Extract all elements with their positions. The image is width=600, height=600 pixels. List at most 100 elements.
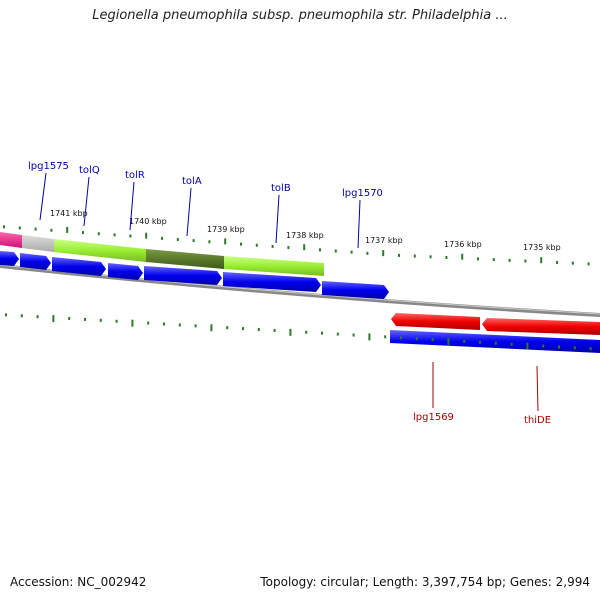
- gene-arrow[interactable]: [223, 272, 321, 292]
- gene-label[interactable]: tolR: [125, 170, 145, 181]
- tick-mark: [287, 246, 290, 250]
- tick-mark: [415, 337, 418, 341]
- tick-marks-top: [3, 225, 590, 266]
- tick-mark: [194, 324, 197, 328]
- tick-mark: [350, 250, 353, 254]
- tick-mark: [82, 231, 84, 235]
- cog-segment: [0, 232, 22, 248]
- gene-arrow[interactable]: [390, 330, 600, 353]
- gene-label[interactable]: tolQ: [79, 165, 100, 176]
- tick-mark: [573, 346, 576, 350]
- gene-label[interactable]: thiDE: [524, 415, 551, 426]
- tick-mark: [84, 317, 86, 321]
- tick-mark: [97, 232, 100, 236]
- tick-mark: [447, 338, 450, 346]
- gene-arrow[interactable]: [322, 281, 389, 299]
- tick-mark: [34, 227, 37, 231]
- tick-mark: [242, 327, 244, 331]
- tick-mark: [336, 332, 339, 336]
- tick-mark: [587, 262, 590, 266]
- tick-mark: [289, 328, 292, 336]
- tick-mark: [508, 258, 511, 262]
- gene-leader-line: [186, 187, 192, 237]
- tick-mark: [161, 236, 163, 240]
- tick-mark: [400, 336, 402, 340]
- tick-mark: [192, 239, 195, 243]
- gene-leader-line: [39, 172, 47, 221]
- gene-label[interactable]: tolB: [271, 183, 291, 194]
- tick-mark: [68, 317, 71, 321]
- tick-mark: [18, 226, 21, 230]
- tick-mark: [429, 255, 432, 259]
- gene-arrow[interactable]: [108, 263, 143, 280]
- gene-label[interactable]: tolA: [182, 176, 202, 187]
- tick-mark: [510, 342, 513, 346]
- tick-mark: [382, 250, 385, 257]
- gene-arrow[interactable]: [20, 253, 51, 270]
- gene-label[interactable]: lpg1570: [342, 188, 383, 199]
- tick-mark: [413, 254, 416, 258]
- tick-mark: [319, 248, 321, 252]
- tick-mark: [129, 234, 132, 238]
- tick-mark: [305, 330, 308, 334]
- tick-marks-bottom: [5, 313, 592, 351]
- gene-labels-top: lpg1575 tolQ tolR tolA tolB lpg1570: [28, 161, 383, 249]
- tick-mark: [131, 319, 134, 327]
- tick-mark: [147, 321, 150, 325]
- tick-mark: [99, 318, 102, 322]
- tick-mark: [461, 253, 464, 260]
- cog-segment: [146, 249, 224, 269]
- tick-mark: [398, 253, 400, 257]
- tick-mark: [271, 244, 274, 248]
- forward-genes: [0, 251, 600, 353]
- cog-segment: [22, 235, 54, 252]
- tick-mark: [571, 261, 574, 265]
- tick-mark: [50, 228, 53, 232]
- map-title: Legionella pneumophila subsp. pneumophil…: [92, 8, 508, 23]
- tick-mark: [368, 333, 371, 341]
- genome-summary-text: Topology: circular; Length: 3,397,754 bp…: [260, 575, 590, 589]
- tick-mark: [3, 225, 5, 229]
- tick-mark: [321, 331, 323, 335]
- gene-arrow[interactable]: [52, 257, 106, 276]
- tick-mark: [479, 340, 481, 344]
- tick-labels: 1741 kbp 1740 kbp 1739 kbp 1738 kbp 1737 kbp…: [50, 209, 561, 252]
- gene-arrow[interactable]: [0, 251, 19, 266]
- tick-label: 1735 kbp: [523, 243, 561, 252]
- gene-arrow[interactable]: [482, 318, 600, 335]
- cog-band: [0, 232, 324, 276]
- tick-mark: [36, 315, 39, 319]
- tick-mark: [113, 233, 116, 237]
- accession-text: Accession: NC_002942: [10, 575, 147, 589]
- gene-arrow[interactable]: [144, 266, 222, 285]
- tick-mark: [492, 258, 495, 262]
- tick-mark: [240, 242, 242, 246]
- tick-mark: [589, 347, 592, 351]
- tick-mark: [255, 243, 258, 247]
- gene-leader-line: [83, 176, 90, 227]
- tick-mark: [526, 342, 529, 350]
- tick-mark: [176, 237, 179, 241]
- gene-leader-line: [536, 365, 539, 412]
- tick-mark: [208, 240, 211, 244]
- gene-leader-line: [129, 181, 135, 231]
- gene-leader-line: [357, 199, 361, 249]
- gene-label[interactable]: lpg1569: [413, 412, 454, 423]
- tick-mark: [445, 255, 448, 259]
- tick-mark: [558, 345, 560, 349]
- tick-mark: [431, 338, 434, 342]
- gene-label[interactable]: lpg1575: [28, 161, 69, 172]
- tick-mark: [303, 244, 306, 251]
- tick-mark: [542, 344, 545, 348]
- tick-mark: [115, 319, 118, 323]
- tick-label: 1741 kbp: [50, 209, 88, 218]
- tick-mark: [224, 238, 227, 245]
- tick-mark: [334, 249, 337, 253]
- tick-mark: [352, 333, 355, 337]
- tick-mark: [226, 326, 229, 330]
- gene-arrow[interactable]: [391, 313, 480, 330]
- tick-mark: [524, 259, 527, 263]
- tick-label: 1740 kbp: [129, 217, 167, 226]
- tick-label: 1738 kbp: [286, 231, 324, 240]
